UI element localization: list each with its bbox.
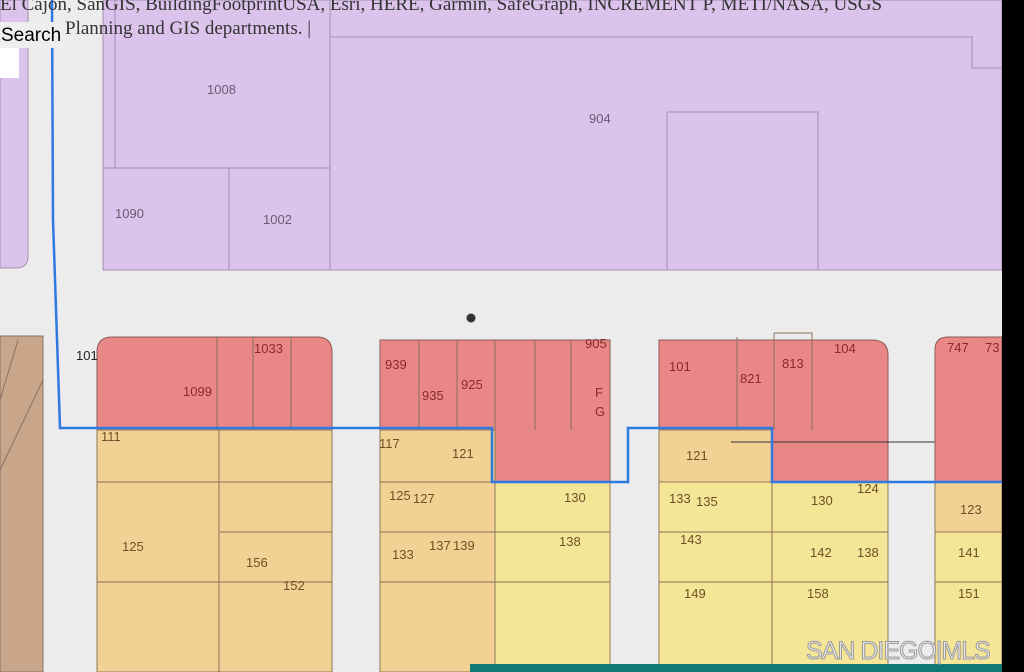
parcel-label: 156 <box>246 555 268 570</box>
parcel-label: 1033 <box>254 341 283 356</box>
parcel-label: 139 <box>453 538 475 553</box>
right-edge-bar <box>1002 0 1024 672</box>
parcel-label: 121 <box>686 448 708 463</box>
parcel-label: 133 <box>392 547 414 562</box>
block1-lines <box>97 337 332 672</box>
purple-parcel-lines <box>103 0 1002 270</box>
parcel-label: 813 <box>782 356 804 371</box>
parcel-top-purple <box>102 0 1003 271</box>
block3-lines <box>659 332 888 672</box>
parcel-label: 138 <box>559 534 581 549</box>
parcel-label: 125 <box>122 539 144 554</box>
parcel-label: 125 <box>389 488 411 503</box>
block1-commercial <box>96 336 333 431</box>
parcel-label: 135 <box>696 494 718 509</box>
parcel-label: 101 <box>76 348 98 363</box>
parcel-label: 123 <box>960 502 982 517</box>
block4-singlefamily <box>934 531 1003 672</box>
parcel-label: 111 <box>101 429 121 444</box>
parcel-label: G <box>595 404 605 419</box>
block1-multifamily <box>96 429 333 672</box>
parcel-label: 124 <box>857 481 879 496</box>
parcel-open-space <box>0 335 44 672</box>
block2-lines <box>380 340 610 583</box>
parcel-label: 904 <box>589 111 611 126</box>
parcel-label: 747 <box>947 340 969 355</box>
parcel-label: 925 <box>461 377 483 392</box>
search-button[interactable]: Search <box>0 22 64 48</box>
parcel-label: 141 <box>958 545 980 560</box>
parcel-label: F <box>595 385 603 400</box>
bottom-teal-bar <box>470 664 1002 672</box>
open-space-lines <box>0 339 44 471</box>
block2-multifamily <box>379 429 496 672</box>
parcel-label: 73 <box>985 340 999 355</box>
parcel-label: 130 <box>564 490 586 505</box>
block2-singlefamily <box>494 481 611 672</box>
parcel-label: 143 <box>680 532 702 547</box>
parcel-label: 1002 <box>263 212 292 227</box>
parcel-label: 821 <box>740 371 762 386</box>
parcel-label: 1099 <box>183 384 212 399</box>
block3-singlefamily <box>658 481 889 672</box>
parcel-label: 149 <box>684 586 706 601</box>
parcel-label: 151 <box>958 586 980 601</box>
parcel-label: 117 <box>379 436 400 451</box>
parcel-label: 137 <box>429 538 451 553</box>
block3-multifamily <box>658 429 773 483</box>
search-input[interactable] <box>0 48 19 78</box>
parcel-label: 935 <box>422 388 444 403</box>
parcel-label: 138 <box>857 545 879 560</box>
zoning-boundary-line <box>50 0 1002 484</box>
parcel-label: 130 <box>811 493 833 508</box>
san-diego-mls-logo: SAN DIEGO|MLS <box>806 637 992 666</box>
parcel-labels: 1008 904 1090 1002 101 1033 1099 111 125… <box>76 82 999 601</box>
parcel-label: 905 <box>585 336 607 351</box>
parcel-label: 939 <box>385 357 407 372</box>
parcel-label: 152 <box>283 578 305 593</box>
parcel-label: 1008 <box>207 82 236 97</box>
map-attribution-line2: Planning and GIS departments. | <box>65 18 312 39</box>
parcel-label: 121 <box>452 446 474 461</box>
parcel-label: 104 <box>834 341 856 356</box>
map-attribution: El Cajon, SanGIS, BuildingFootprintUSA, … <box>0 0 883 15</box>
location-marker[interactable] <box>466 313 476 323</box>
parcel-label: 1090 <box>115 206 144 221</box>
parcel-label: 133 <box>669 491 691 506</box>
parcel-label: 127 <box>413 491 435 506</box>
parcel-label: 101 <box>669 359 691 374</box>
parcel-label: 142 <box>810 545 832 560</box>
parcel-label: 158 <box>807 586 829 601</box>
block4-commercial <box>934 336 1003 483</box>
